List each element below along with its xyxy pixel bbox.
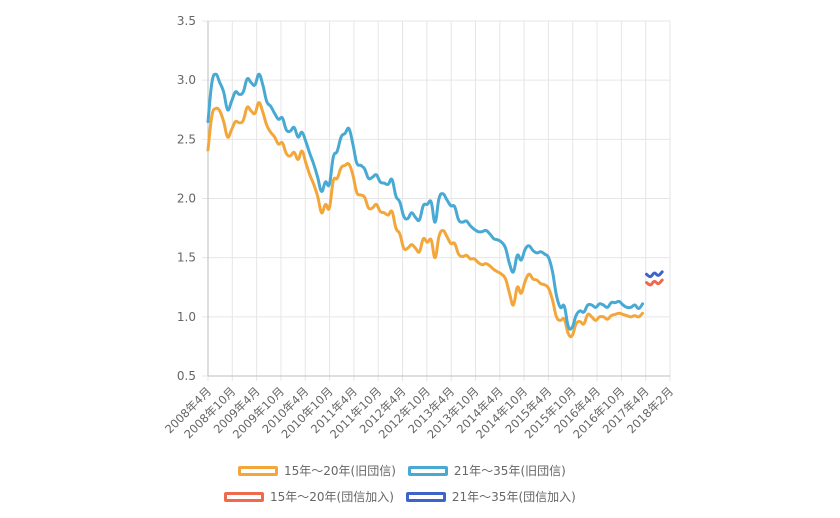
y-axis-ticks: 0.5 1.0 1.5 2.0 2.5 3.0 3.5 bbox=[177, 14, 196, 383]
series-line bbox=[645, 278, 664, 287]
legend-swatch bbox=[407, 465, 448, 476]
y-tick-label: 2.5 bbox=[177, 132, 196, 146]
legend-label: 21年～35年(団信加入) bbox=[451, 490, 576, 504]
legend-label: 15年～20年(旧団信) bbox=[284, 464, 396, 478]
legend-swatch bbox=[238, 465, 278, 476]
legend-label: 21年～35年(旧団信) bbox=[453, 464, 566, 478]
legend-item[interactable]: 15年～20年(旧団信) bbox=[238, 462, 396, 479]
series-line bbox=[645, 270, 664, 279]
series-lines bbox=[206, 72, 664, 339]
y-tick-label: 1.5 bbox=[177, 251, 196, 265]
series-line bbox=[206, 101, 645, 339]
line-chart: 0.5 1.0 1.5 2.0 2.5 3.0 3.5 2008年4月2008年10月200… bbox=[162, 14, 676, 441]
axes bbox=[207, 21, 670, 377]
gridlines bbox=[202, 20, 671, 381]
legend-item[interactable]: 15年～20年(団信加入) bbox=[224, 488, 394, 505]
y-tick-label: 3.0 bbox=[177, 73, 196, 87]
legend-label: 15年～20年(団信加入) bbox=[270, 490, 394, 504]
y-tick-label: 3.5 bbox=[177, 14, 196, 28]
y-tick-label: 1.0 bbox=[177, 310, 196, 324]
legend-item[interactable]: 21年～35年(団信加入) bbox=[405, 488, 576, 505]
x-axis-ticks: 2008年4月2008年10月2009年4月2009年10月2010年4月201… bbox=[162, 384, 676, 441]
y-tick-label: 2.0 bbox=[177, 192, 196, 206]
legend-swatch bbox=[405, 491, 446, 502]
y-tick-label: 0.5 bbox=[177, 369, 196, 383]
legend-row-1: 15年～20年(旧団信) 21年～35年(旧団信) bbox=[238, 462, 578, 479]
legend-swatch bbox=[224, 491, 264, 502]
series-line bbox=[206, 72, 645, 331]
legend-row-2: 15年～20年(団信加入) 21年～35年(団信加入) bbox=[224, 488, 588, 505]
legend-item[interactable]: 21年～35年(旧団信) bbox=[407, 462, 566, 479]
